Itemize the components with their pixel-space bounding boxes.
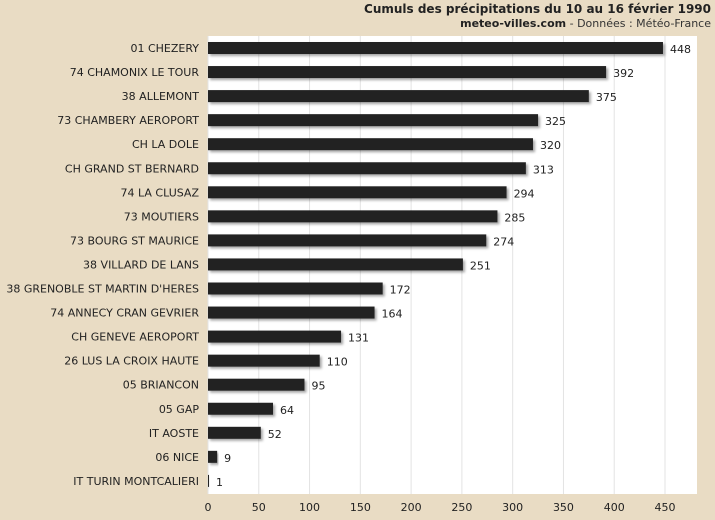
x-tick-label: 300 [502, 501, 523, 514]
bar [208, 234, 487, 247]
data-label: 448 [670, 43, 691, 56]
category-label: IT TURIN MONTCALIERI [73, 475, 199, 488]
category-labels: 01 CHEZERY 74 CHAMONIX LE TOUR 38 ALLEMONT… [6, 42, 199, 488]
subtitle-source: - Données : Météo-France [566, 17, 711, 30]
x-tick-label: 350 [553, 501, 574, 514]
category-label: 74 LA CLUSAZ [121, 186, 200, 199]
bar [208, 186, 507, 199]
category-label: 01 CHEZERY [130, 42, 199, 55]
category-label: 38 ALLEMONT [122, 90, 200, 103]
category-label: 74 CHAMONIX LE TOUR [70, 66, 200, 79]
bars [208, 42, 663, 487]
bar [208, 66, 607, 79]
bar [208, 402, 273, 415]
category-label: 38 VILLARD DE LANS [83, 258, 199, 271]
x-tick-label: 250 [451, 501, 472, 514]
category-label: 74 ANNECY CRAN GEVRIER [50, 307, 199, 320]
bar [208, 474, 210, 487]
category-label: IT AOSTE [149, 427, 199, 440]
data-label: 251 [470, 259, 491, 272]
bar [208, 426, 261, 439]
data-label: 392 [613, 67, 634, 80]
x-axis-ticks: 0 50 100 150 200 250 300 350 400 450 [205, 501, 676, 514]
x-tick-label: 50 [252, 501, 266, 514]
category-label: CH GENEVE AEROPORT [71, 331, 199, 344]
bar [208, 450, 218, 463]
x-tick-label: 150 [350, 501, 371, 514]
category-label: 73 BOURG ST MAURICE [70, 234, 199, 247]
bar [208, 378, 305, 391]
data-label: 172 [390, 284, 411, 297]
x-tick-label: 450 [655, 501, 676, 514]
bar [208, 282, 383, 295]
category-label: 06 NICE [155, 451, 199, 464]
category-label: 38 GRENOBLE ST MARTIN D'HERES [6, 283, 199, 296]
bar [208, 330, 342, 343]
data-label: 9 [224, 452, 231, 465]
data-label: 1 [216, 476, 223, 489]
data-label: 110 [327, 356, 348, 369]
bar [208, 138, 533, 151]
data-label: 64 [280, 404, 294, 417]
x-tick-label: 200 [401, 501, 422, 514]
category-label: 73 CHAMBERY AEROPORT [57, 114, 199, 127]
x-tick-label: 400 [604, 501, 625, 514]
data-label: 285 [504, 211, 525, 224]
data-label: 313 [533, 163, 554, 176]
data-label: 375 [596, 91, 617, 104]
bar [208, 162, 526, 175]
data-label: 325 [545, 115, 566, 128]
data-labels: 4483923753253203132942852742511721641311… [216, 43, 691, 489]
data-label: 131 [348, 332, 369, 345]
bar [208, 210, 498, 223]
data-label: 294 [514, 187, 535, 200]
category-label: CH GRAND ST BERNARD [65, 162, 199, 175]
category-label: 26 LUS LA CROIX HAUTE [64, 355, 199, 368]
data-label: 274 [493, 235, 514, 248]
bar [208, 90, 589, 103]
bar [208, 354, 320, 367]
bar [208, 258, 463, 271]
x-tick-label: 100 [299, 501, 320, 514]
data-label: 164 [382, 308, 403, 321]
category-label: CH LA DOLE [132, 138, 199, 151]
category-label: 73 MOUTIERS [124, 210, 199, 223]
bar [208, 306, 375, 319]
subtitle-site: meteo-villes.com [460, 17, 566, 30]
data-label: 95 [311, 380, 325, 393]
bar [208, 114, 539, 127]
data-label: 320 [540, 139, 561, 152]
data-label: 52 [268, 428, 282, 441]
category-label: 05 BRIANCON [123, 379, 199, 392]
bar [208, 42, 663, 54]
category-label: 05 GAP [159, 403, 200, 416]
x-tick-label: 0 [205, 501, 212, 514]
chart-subtitle: meteo-villes.com - Données : Météo-Franc… [460, 17, 711, 30]
chart-title: Cumuls des précipitations du 10 au 16 fé… [364, 2, 711, 16]
